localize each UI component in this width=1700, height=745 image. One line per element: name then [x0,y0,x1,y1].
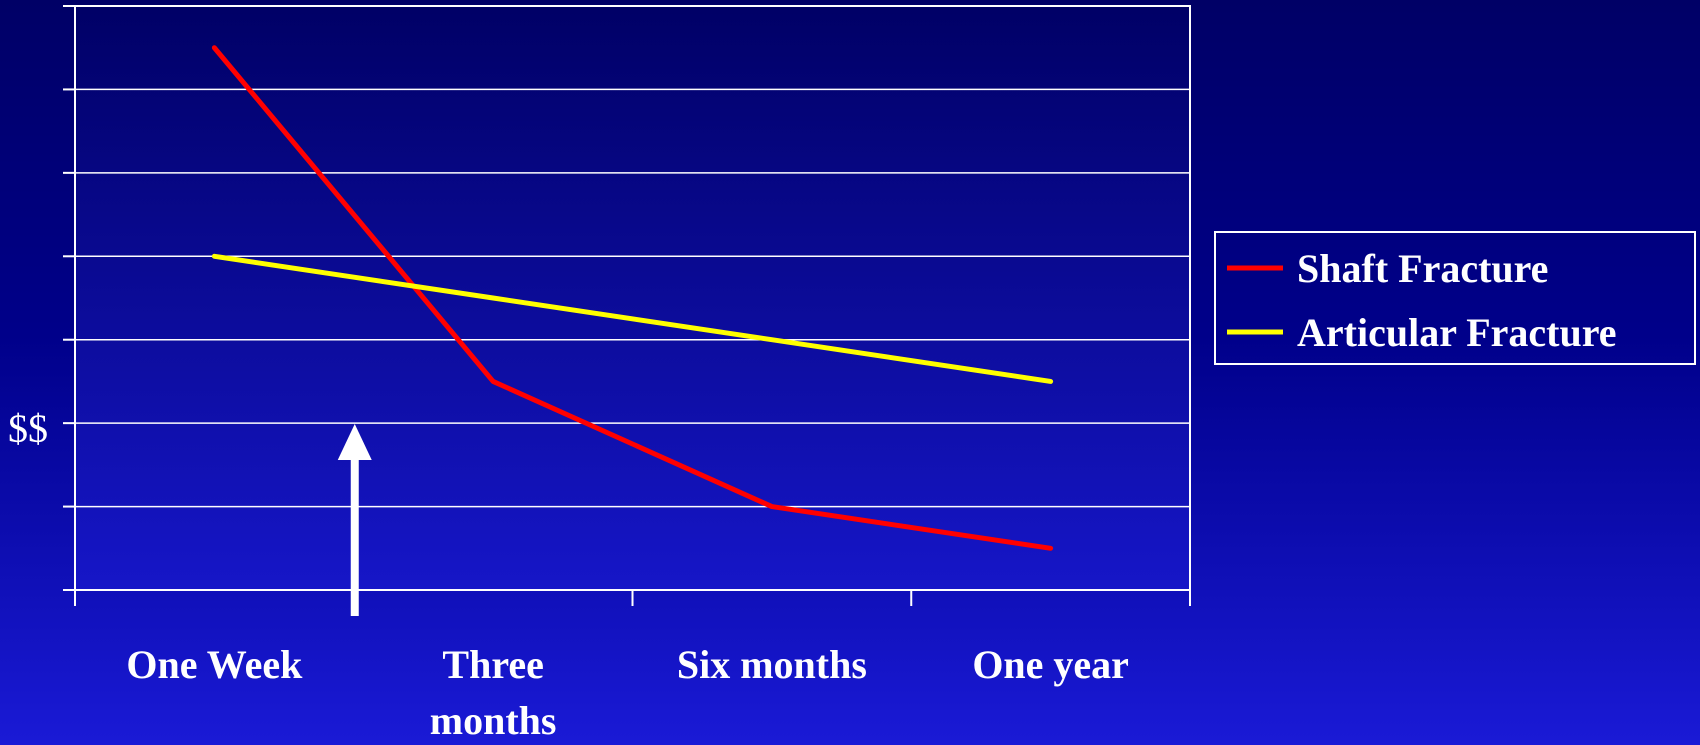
x-axis-ticks [74,590,1191,606]
y-axis-label: $$ [8,406,48,451]
x-axis-tick-labels: One Week Three months Six months One year [126,642,1129,743]
legend-label: Shaft Fracture [1297,246,1548,291]
legend-label: Articular Fracture [1297,310,1617,355]
x-tick-label: One Week [126,642,303,687]
gridlines [75,88,1190,508]
series-line-articular-fracture [211,253,1054,384]
legend-box [1214,231,1696,365]
plot-area [74,5,1191,591]
legend: Shaft Fracture Articular Fracture [1214,231,1696,365]
arrow-head [337,424,372,460]
series-line-shaft-fracture [211,45,1054,551]
axes [63,5,75,591]
annotation-arrow [337,424,372,616]
x-tick-label: One year [972,642,1129,687]
x-tick-label: Three months [430,642,557,743]
x-tick-label: Six months [677,642,867,687]
series-lines [211,45,1054,551]
